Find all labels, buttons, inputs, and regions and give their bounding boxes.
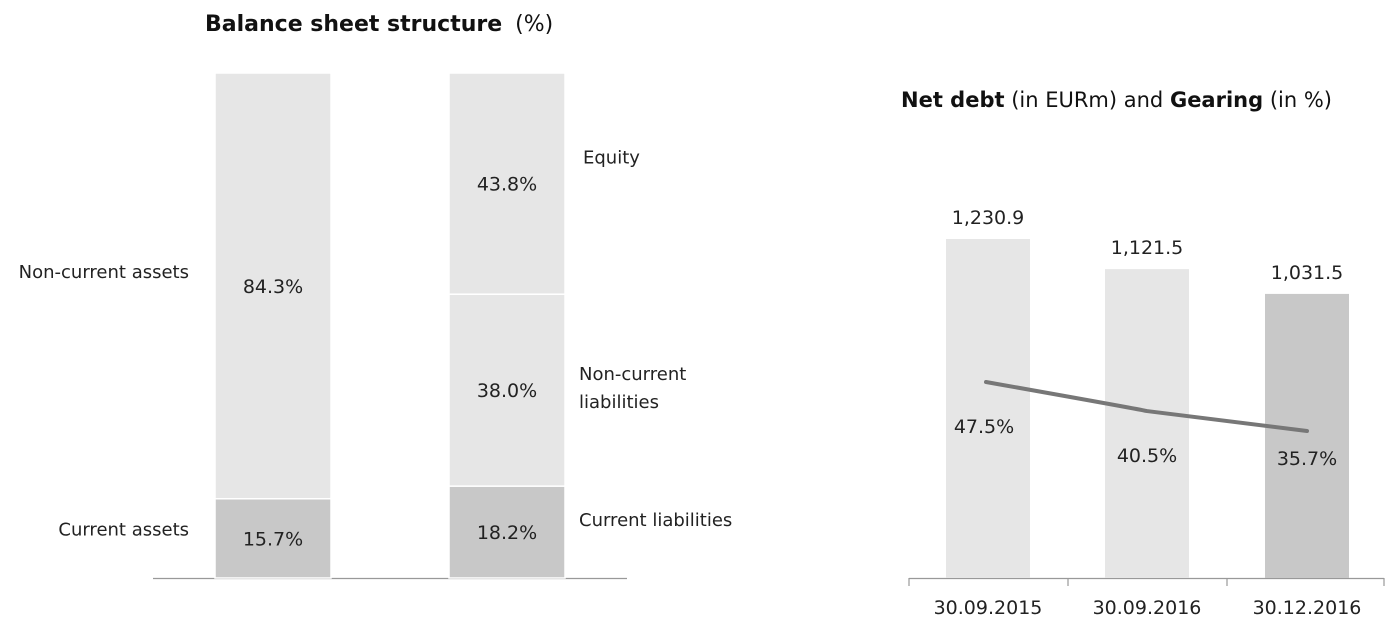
balance-segment bbox=[448, 293, 566, 487]
balance-chart-title: Balance sheet structure (%) bbox=[205, 12, 553, 37]
netdebt-bar bbox=[1105, 269, 1189, 578]
netdebt-chart-title: Net debt (in EURm) and Gearing (in %) bbox=[901, 88, 1332, 112]
x-axis-tick-label: 30.09.2016 bbox=[1093, 597, 1202, 619]
balance-category-label: Equity bbox=[583, 148, 640, 169]
netdebt-bar-value: 1,230.9 bbox=[952, 207, 1025, 229]
netdebt-bar-value: 1,121.5 bbox=[1111, 237, 1184, 259]
gearing-value-label: 35.7% bbox=[1277, 448, 1337, 470]
gearing-value-label: 40.5% bbox=[1117, 445, 1177, 467]
balance-segment bbox=[214, 497, 332, 579]
balance-segment-value: 18.2% bbox=[477, 522, 537, 544]
x-axis-tick-label: 30.09.2015 bbox=[934, 597, 1043, 619]
balance-title-unit: (%) bbox=[515, 12, 553, 37]
label-line: Non-current bbox=[579, 364, 686, 385]
netdebt-title-part3: Gearing bbox=[1170, 88, 1263, 112]
balance-category-label: Current assets bbox=[58, 519, 189, 540]
balance-category-label: Current liabilities bbox=[579, 510, 732, 531]
netdebt-bar-value: 1,031.5 bbox=[1271, 262, 1344, 284]
netdebt-bar bbox=[1265, 293, 1349, 578]
net-debt-chart: 1,230.9 30.09.2015 1,121.5 30.09.2016 1,031.… bbox=[908, 207, 1385, 619]
balance-category-label: Non-current liabilities bbox=[579, 364, 686, 413]
balance-title-bold: Balance sheet structure bbox=[205, 12, 502, 37]
netdebt-title-part4: (in %) bbox=[1263, 88, 1332, 112]
balance-segment bbox=[448, 72, 566, 295]
x-axis-tick-label: 30.12.2016 bbox=[1253, 597, 1362, 619]
netdebt-title-part1: Net debt bbox=[901, 88, 1005, 112]
netdebt-title-part2: (in EURm) and bbox=[1005, 88, 1170, 112]
balance-segment-value: 43.8% bbox=[477, 174, 537, 196]
balance-segment-value: 15.7% bbox=[243, 528, 303, 550]
gearing-value-label: 47.5% bbox=[954, 416, 1014, 438]
balance-category-label: Non-current assets bbox=[19, 262, 189, 283]
gearing-line bbox=[984, 380, 1309, 433]
balance-sheet-chart: 15.7% Current assets 84.3% Non-current asse… bbox=[19, 72, 732, 580]
balance-segment-value: 38.0% bbox=[477, 380, 537, 402]
label-line: liabilities bbox=[579, 392, 659, 413]
balance-segment bbox=[214, 72, 332, 500]
netdebt-bar bbox=[946, 239, 1030, 578]
balance-segment-value: 84.3% bbox=[243, 276, 303, 298]
